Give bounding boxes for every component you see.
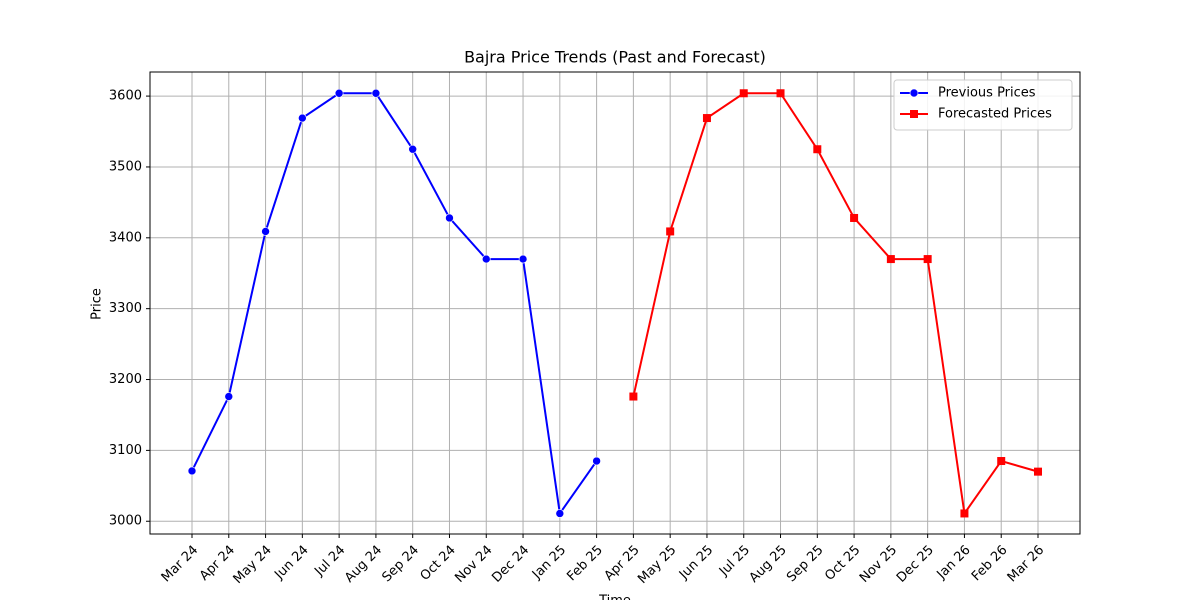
- marker: [261, 227, 270, 236]
- marker: [629, 392, 638, 401]
- line-series: [632, 92, 1039, 517]
- chart-title: Bajra Price Trends (Past and Forecast): [464, 48, 766, 67]
- y-tick-label: 3100: [109, 443, 142, 458]
- marker: [702, 114, 711, 123]
- y-tick-label: 3200: [109, 372, 142, 387]
- y-axis-label: Price: [90, 288, 105, 320]
- marker: [518, 254, 528, 264]
- marker: [298, 113, 307, 123]
- marker: [187, 466, 197, 476]
- marker: [224, 392, 234, 401]
- legend-marker: [910, 110, 918, 118]
- marker: [666, 227, 675, 236]
- marker: [555, 509, 565, 518]
- plot-frame: [149, 71, 1081, 535]
- x-axis-label: Time: [598, 594, 631, 600]
- line-series: [191, 92, 598, 517]
- marker: [445, 213, 454, 223]
- legend-box: [893, 79, 1073, 131]
- marker: [923, 255, 932, 264]
- legend-label: Previous Prices: [938, 86, 1036, 101]
- legend-marker: [909, 88, 919, 98]
- marker: [997, 457, 1006, 466]
- y-tick-label: 3300: [109, 301, 142, 316]
- legend-label: Forecasted Prices: [938, 107, 1052, 122]
- marker: [813, 145, 822, 154]
- marker: [1034, 467, 1042, 476]
- marker: [886, 255, 895, 264]
- y-tick-label: 3000: [109, 514, 142, 529]
- marker: [776, 89, 785, 98]
- y-tick-label: 3400: [109, 230, 142, 245]
- marker: [960, 509, 969, 518]
- marker: [334, 88, 344, 98]
- marker: [850, 213, 859, 222]
- marker: [592, 456, 601, 466]
- marker: [408, 144, 417, 154]
- marker: [481, 254, 491, 264]
- marker: [371, 88, 381, 98]
- marker: [739, 89, 748, 98]
- y-tick-label: 3500: [109, 159, 142, 174]
- y-tick-label: 3600: [109, 89, 142, 104]
